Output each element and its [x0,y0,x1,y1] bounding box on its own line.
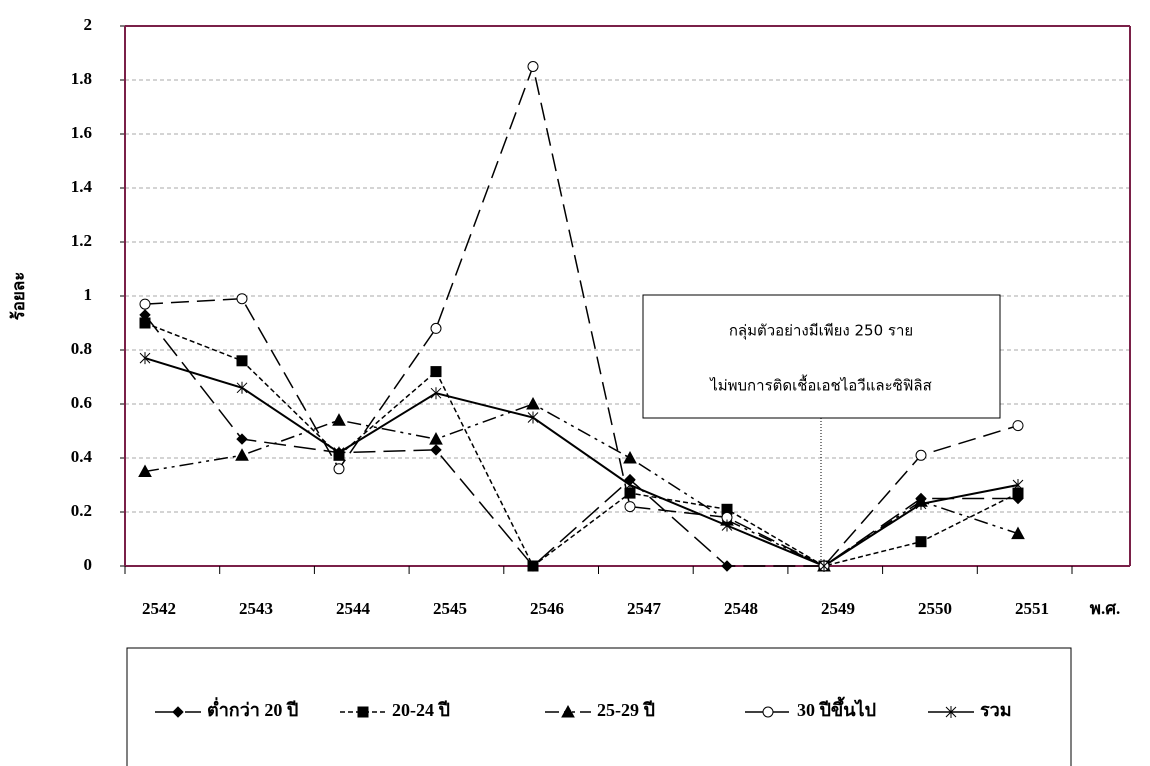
marker-circle [430,322,442,334]
marker-asterisk [236,381,248,394]
marker-asterisk [1012,479,1024,491]
marker-asterisk [818,560,830,572]
x-tick-label: 2543 [239,599,273,618]
marker-circle [527,61,539,72]
y-tick-label: 2 [84,15,93,34]
marker-square [430,366,442,378]
x-tick-label: 2547 [627,599,662,618]
marker-circle [762,706,774,718]
marker-triangle [1011,526,1025,540]
marker-diamond [172,706,184,718]
marker-diamond [721,560,733,572]
y-tick-label: 1.4 [71,177,93,196]
annotation-box [642,294,1001,419]
y-tick-label: 1.6 [71,123,92,142]
series-line [144,63,1019,567]
marker-square [139,317,151,329]
marker-square [357,706,369,718]
marker-asterisk [430,387,442,400]
legend-label: 25-29 ปี [597,700,655,720]
marker-diamond [430,444,442,456]
y-tick-label: 0.6 [71,393,92,412]
series-line [144,357,1019,568]
annotation-text: กลุ่มตัวอย่างมีเพียง 250 ราย [729,322,913,341]
legend-label: 20-24 ปี [392,700,450,720]
legend-label: 30 ปีขึ้นไป [797,696,876,720]
marker-triangle [623,450,637,464]
marker-square [527,560,539,572]
marker-asterisk [139,352,151,365]
legend-label: ต่ำกว่า 20 ปี [207,697,298,720]
marker-triangle [526,396,540,410]
marker-asterisk [721,519,733,532]
marker-circle [624,501,636,513]
marker-circle [333,463,345,475]
marker-triangle [235,448,249,461]
y-tick-label: 0.8 [71,339,92,358]
marker-circle [236,293,248,305]
x-tick-label: 2544 [336,599,371,618]
x-tick-label: 2549 [821,599,855,618]
marker-circle [139,298,151,310]
x-tick-label: 2551 [1015,599,1049,618]
x-tick-label: 2546 [530,599,564,618]
y-tick-label: 0.4 [71,447,93,466]
marker-triangle [138,464,152,477]
y-tick-label: 1.8 [71,69,92,88]
y-axis-label: ร้อยละ [9,272,28,321]
marker-circle [1012,420,1024,432]
marker-asterisk [945,706,957,718]
x-tick-label: 2548 [724,599,758,618]
marker-diamond [236,433,248,445]
series-line [144,314,1018,568]
legend-label: รวม [980,700,1012,720]
marker-asterisk [624,479,636,491]
y-tick-label: 1.2 [71,231,92,250]
series-line [144,322,1019,568]
y-tick-label: 0 [84,555,93,574]
x-tick-label: 2550 [918,599,952,618]
marker-triangle [332,413,346,426]
marker-square [236,355,248,367]
x-tick-label: 2545 [433,599,467,618]
marker-asterisk [333,446,345,459]
marker-square [915,536,927,548]
marker-circle [915,449,927,461]
marker-asterisk [915,497,927,510]
marker-triangle [561,704,575,718]
annotation-text: ไม่พบการติดเชื้อเอชไอวีและซิฟิลิส [709,375,932,395]
y-tick-label: 0.2 [71,501,92,520]
marker-triangle [429,432,443,445]
x-axis-label: พ.ศ. [1090,599,1121,618]
x-tick-label: 2542 [142,599,176,618]
y-tick-label: 1 [84,285,93,304]
legend-box [126,647,1072,766]
series-line [144,403,1019,567]
marker-asterisk [527,411,539,424]
